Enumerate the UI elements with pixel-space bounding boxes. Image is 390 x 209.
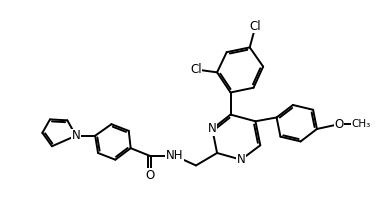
Text: O: O <box>145 169 154 182</box>
Text: N: N <box>208 122 217 135</box>
Text: O: O <box>334 118 344 131</box>
Text: CH₃: CH₃ <box>351 119 371 129</box>
Text: N: N <box>237 153 245 166</box>
Text: Cl: Cl <box>190 63 202 76</box>
Text: NH: NH <box>166 149 184 162</box>
Text: Cl: Cl <box>250 20 261 33</box>
Text: N: N <box>72 129 80 142</box>
